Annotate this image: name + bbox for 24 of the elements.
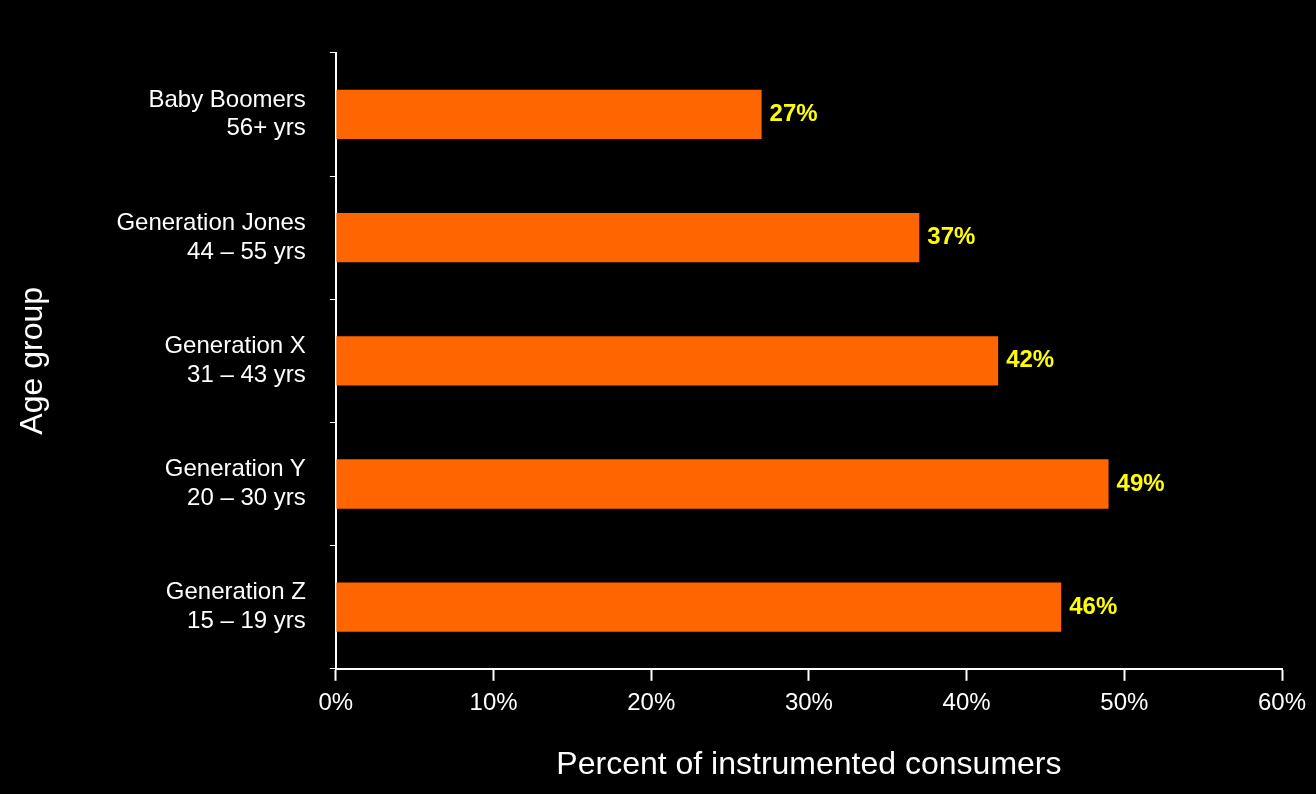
bar (336, 336, 999, 386)
x-tick-label: 20% (627, 687, 676, 715)
data-label: 49% (1116, 468, 1165, 496)
data-label: 42% (1006, 345, 1055, 373)
x-tick-label: 40% (942, 687, 991, 715)
x-tick-label: 0% (318, 687, 354, 715)
bar (336, 89, 762, 140)
data-label: 37% (927, 222, 976, 250)
y-tick-label: Generation X 31 – 43 yrs (164, 331, 306, 387)
y-axis-title: Age group (13, 286, 50, 435)
bar (336, 582, 1062, 632)
bar (336, 212, 920, 263)
x-tick-label: 30% (784, 687, 833, 715)
x-tick-label: 60% (1257, 687, 1307, 715)
y-tick-label: Generation Y 20 – 30 yrs (164, 454, 306, 511)
x-axis-title: Percent of instrumented consumers (556, 744, 1062, 781)
y-tick-label: Baby Boomers 56+ yrs (148, 84, 306, 141)
x-tick-label: 10% (469, 687, 518, 715)
bar (336, 459, 1109, 509)
y-tick-label: Generation Jones 44 – 55 yrs (116, 207, 306, 264)
x-tick-label: 50% (1100, 687, 1149, 715)
y-tick-label: Generation Z 15 – 19 yrs (165, 577, 306, 634)
data-label: 27% (769, 99, 818, 127)
data-label: 46% (1069, 591, 1118, 619)
